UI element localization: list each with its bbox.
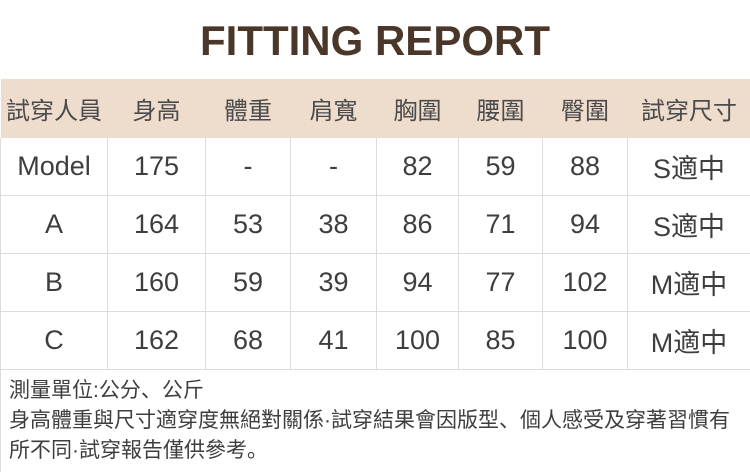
cell-chest: 94: [376, 253, 459, 312]
table-header-row: 試穿人員 身高 體重 肩寬 胸圍 腰圍 臀圍 試穿尺寸: [0, 79, 750, 138]
cell-shoulder: 39: [290, 253, 377, 312]
cell-tester: B: [0, 253, 108, 312]
page-title: FITTING REPORT: [200, 16, 550, 64]
cell-weight: -: [205, 138, 291, 196]
cell-shoulder: 41: [290, 311, 377, 370]
cell-waist: 85: [458, 311, 543, 370]
col-header-tester: 試穿人員: [0, 79, 108, 138]
table-row: B 160 59 39 94 77 102 M適中: [0, 253, 750, 312]
col-header-chest: 胸圍: [376, 79, 459, 138]
col-header-height: 身高: [107, 79, 206, 138]
cell-tester: C: [0, 311, 108, 370]
col-header-weight: 體重: [205, 79, 291, 138]
cell-chest: 100: [376, 311, 459, 370]
cell-hip: 102: [542, 253, 628, 312]
table-row: A 164 53 38 86 71 94 S適中: [0, 195, 750, 254]
cell-hip: 100: [542, 311, 628, 370]
col-header-size: 試穿尺寸: [627, 79, 750, 138]
cell-tester: Model: [0, 138, 108, 196]
cell-size: S適中: [627, 195, 750, 254]
cell-height: 164: [107, 195, 206, 254]
cell-weight: 59: [205, 253, 291, 312]
cell-weight: 68: [205, 311, 291, 370]
notes-cell: 測量單位:公分、公斤 身高體重與尺寸適穿度無絕對關係·試穿結果會因版型、個人感受…: [0, 369, 750, 472]
cell-tester: A: [0, 195, 108, 254]
disclaimer-note: 身高體重與尺寸適穿度無絕對關係·試穿結果會因版型、個人感受及穿著習慣有所不同·試…: [9, 409, 730, 462]
table-row: Model 175 - - 82 59 88 S適中: [0, 138, 750, 196]
cell-hip: 94: [542, 195, 628, 254]
cell-chest: 86: [376, 195, 459, 254]
col-header-shoulder: 肩寬: [290, 79, 377, 138]
table-footer-row: 測量單位:公分、公斤 身高體重與尺寸適穿度無絕對關係·試穿結果會因版型、個人感受…: [0, 369, 750, 472]
table-row: C 162 68 41 100 85 100 M適中: [0, 311, 750, 370]
cell-chest: 82: [376, 138, 459, 196]
cell-shoulder: 38: [290, 195, 377, 254]
cell-size: S適中: [627, 138, 750, 196]
cell-hip: 88: [542, 138, 628, 196]
cell-size: M適中: [627, 253, 750, 312]
measurement-unit-note: 測量單位:公分、公斤: [9, 379, 204, 402]
cell-height: 160: [107, 253, 206, 312]
cell-height: 162: [107, 311, 206, 370]
col-header-hip: 臀圍: [542, 79, 628, 138]
cell-waist: 59: [458, 138, 543, 196]
cell-waist: 77: [458, 253, 543, 312]
cell-size: M適中: [627, 311, 750, 370]
cell-shoulder: -: [290, 138, 377, 196]
cell-height: 175: [107, 138, 206, 196]
col-header-waist: 腰圍: [458, 79, 543, 138]
cell-weight: 53: [205, 195, 291, 254]
fitting-table: 試穿人員 身高 體重 肩寬 胸圍 腰圍 臀圍 試穿尺寸 Model 175 - …: [0, 79, 750, 472]
cell-waist: 71: [458, 195, 543, 254]
